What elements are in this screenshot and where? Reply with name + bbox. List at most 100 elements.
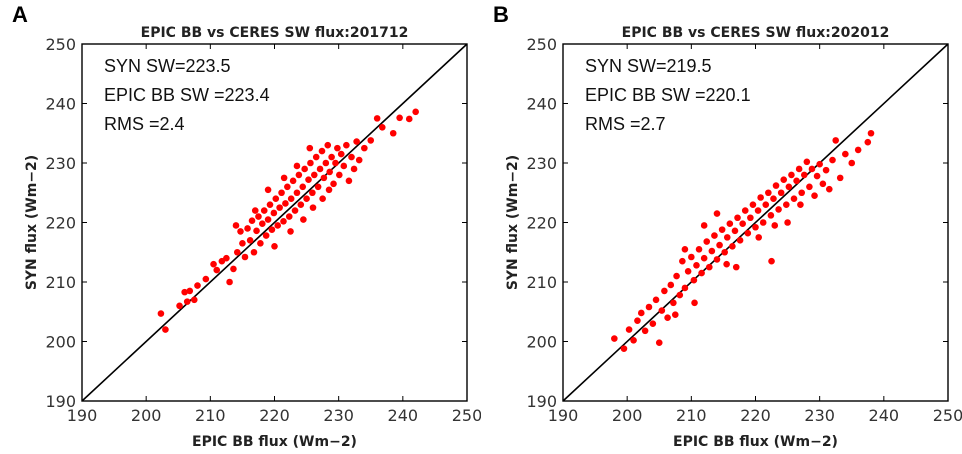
data-point — [316, 165, 324, 173]
data-point — [274, 222, 282, 229]
data-point — [759, 219, 767, 226]
data-point — [270, 209, 278, 217]
data-point — [755, 234, 763, 241]
data-point — [798, 189, 805, 197]
data-point — [389, 129, 397, 137]
data-point — [797, 201, 804, 208]
data-point — [276, 204, 283, 211]
y-tick-label: 200 — [526, 333, 557, 352]
data-point — [819, 180, 827, 188]
data-point — [747, 214, 754, 222]
data-point — [250, 248, 258, 256]
data-point — [310, 171, 318, 179]
data-point — [312, 153, 320, 161]
data-point — [713, 256, 721, 263]
data-point — [770, 195, 777, 202]
data-point — [688, 253, 695, 261]
data-point — [233, 248, 241, 256]
one-to-one-line — [81, 43, 468, 402]
data-point — [186, 287, 194, 295]
data-point — [157, 310, 165, 317]
data-point — [744, 229, 752, 237]
data-point — [620, 345, 628, 352]
data-point — [670, 299, 677, 307]
y-tick-label: 210 — [45, 273, 76, 292]
data-point — [253, 227, 260, 235]
data-point — [251, 207, 259, 214]
data-point — [691, 299, 698, 307]
plot-frame — [81, 43, 468, 402]
data-point — [340, 162, 348, 170]
x-tick-label: 220 — [259, 406, 290, 425]
data-point — [213, 266, 221, 274]
data-point — [301, 165, 308, 173]
data-point — [784, 219, 791, 226]
data-point — [194, 282, 201, 289]
data-point — [634, 317, 641, 324]
x-axis-label: EPIC BB flux (Wm−2) — [192, 434, 357, 450]
data-point — [264, 216, 272, 223]
data-point — [268, 226, 276, 233]
annotation-1: SYN SW=223.5 — [104, 56, 231, 76]
data-point — [806, 183, 813, 191]
data-point — [723, 234, 731, 241]
data-point — [695, 245, 703, 253]
data-point — [783, 201, 790, 208]
data-point — [836, 174, 844, 182]
data-point — [183, 298, 191, 305]
data-point — [848, 159, 856, 167]
data-point — [295, 171, 303, 179]
y-axis-label: SYN flux (Wm−2) — [24, 155, 40, 290]
data-point — [793, 177, 800, 185]
y-tick-label: 250 — [45, 35, 76, 54]
data-point — [190, 296, 198, 304]
data-point — [684, 267, 692, 275]
data-point — [732, 263, 740, 271]
data-point — [795, 165, 803, 173]
data-point — [260, 207, 268, 214]
data-point — [176, 302, 183, 310]
data-point — [396, 114, 403, 122]
data-point — [278, 189, 285, 197]
x-tick-label: 210 — [676, 406, 707, 425]
data-point — [676, 291, 684, 299]
x-tick-label: 240 — [388, 406, 419, 425]
data-point — [611, 335, 618, 342]
data-point — [285, 213, 293, 220]
data-point — [713, 210, 721, 217]
data-point — [230, 265, 237, 273]
data-point — [700, 254, 708, 262]
data-point — [703, 238, 711, 245]
y-tick-label: 200 — [45, 333, 76, 352]
data-point — [681, 284, 689, 292]
data-point — [232, 222, 240, 229]
data-point — [324, 141, 332, 149]
scatter-chart-a: A EPIC BB vs CERES SW flux:201712 190 200 21… — [12, 2, 481, 450]
y-tick-label: 250 — [526, 35, 557, 54]
data-point — [336, 171, 343, 179]
data-point — [287, 195, 295, 202]
data-point — [757, 194, 764, 201]
data-point — [816, 160, 823, 168]
data-point — [637, 309, 645, 317]
data-point — [785, 183, 793, 191]
data-point — [718, 226, 726, 233]
data-point — [348, 153, 355, 161]
data-point — [822, 166, 830, 174]
data-point — [772, 182, 780, 189]
data-point — [325, 186, 333, 194]
data-point — [239, 240, 246, 247]
data-point — [181, 288, 188, 296]
y-tick-label: 190 — [45, 392, 76, 411]
data-point — [241, 253, 249, 261]
data-point — [226, 278, 233, 286]
data-point — [361, 144, 368, 152]
annotation-2: EPIC BB SW =223.4 — [104, 85, 270, 105]
data-point — [749, 201, 757, 208]
data-point — [825, 185, 833, 193]
data-point — [625, 326, 633, 333]
data-point — [237, 228, 244, 235]
data-point — [752, 223, 759, 231]
y-axis-label: SYN flux (Wm−2) — [505, 155, 521, 290]
data-point — [723, 260, 730, 268]
